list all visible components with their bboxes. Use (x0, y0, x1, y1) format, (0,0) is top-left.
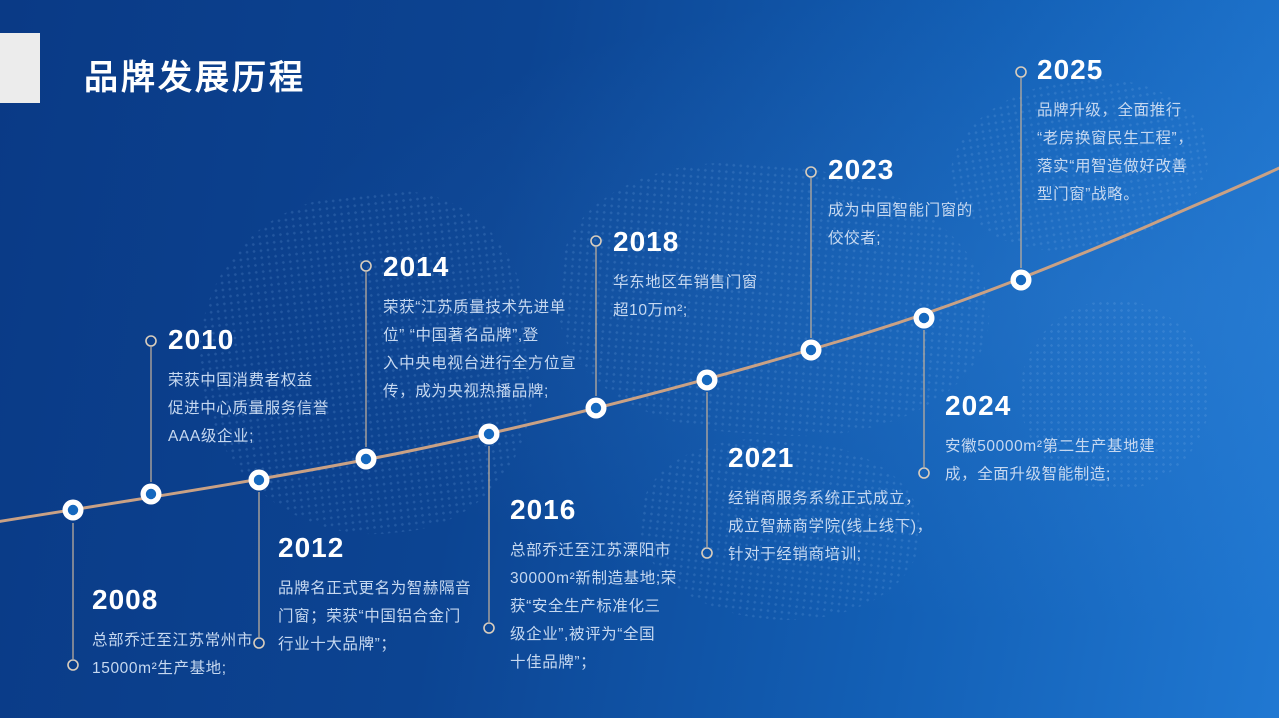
timeline-year: 2010 (168, 324, 235, 355)
world-map-dots (1020, 300, 1210, 490)
leader-2008 (67, 523, 79, 671)
marker-2010 (140, 483, 162, 505)
marker-2021 (696, 369, 718, 391)
timeline-description: 经销商服务系统正式成立， 成立智赫商学院(线上线下)， 针对于经销商培训; (728, 490, 933, 563)
corner-accent-bar (0, 33, 40, 103)
timeline-year: 2016 (510, 494, 577, 525)
timeline-year: 2012 (278, 532, 345, 563)
timeline-year: 2025 (1037, 54, 1104, 85)
timeline-description: 华东地区年销售门窗 超10万m²; (613, 274, 758, 319)
marker-2012 (248, 469, 270, 491)
timeline-year: 2018 (613, 226, 680, 257)
page-title: 品牌发展历程 (84, 59, 306, 97)
leader-2021 (701, 392, 713, 559)
marker-2008 (62, 499, 84, 521)
marker-2016 (478, 423, 500, 445)
timeline-year: 2008 (92, 584, 159, 615)
marker-2018 (585, 397, 607, 419)
marker-2023 (800, 339, 822, 361)
marker-2014 (355, 448, 377, 470)
timeline-item-2021: 2021 经销商服务系统正式成立， 成立智赫商学院(线上线下)， 针对于经销商培… (728, 443, 933, 569)
timeline-description: 品牌名正式更名为智赫隔音 门窗；荣获“中国铝合金门 行业十大品牌”； (278, 580, 472, 653)
timeline-item-2016: 2016 总部乔迁至江苏溧阳市 30000m²新制造基地;荣 获“安全生产标准化… (510, 495, 677, 677)
timeline-year: 2023 (828, 154, 895, 185)
timeline-item-2018: 2018 华东地区年销售门窗 超10万m²; (613, 227, 758, 325)
timeline-item-2010: 2010 荣获中国消费者权益 促进中心质量服务信誉 AAA级企业; (168, 325, 329, 451)
timeline-item-2008: 2008 总部乔迁至江苏常州市 15000m²生产基地; (92, 585, 253, 683)
timeline-item-2012: 2012 品牌名正式更名为智赫隔音 门窗；荣获“中国铝合金门 行业十大品牌”； (278, 533, 471, 659)
timeline-description: 安徽50000m²第二生产基地建 成，全面升级智能制造; (945, 438, 1156, 483)
timeline-description: 荣获中国消费者权益 促进中心质量服务信誉 AAA级企业; (168, 372, 330, 445)
leader-2012 (253, 492, 265, 649)
timeline-curve (0, 166, 1279, 523)
leader-2014 (360, 260, 372, 447)
timeline-item-2024: 2024 安徽50000m²第二生产基地建 成，全面升级智能制造; (945, 391, 1155, 489)
leader-2023 (805, 166, 817, 338)
timeline-description: 荣获“江苏质量技术先进单 位” “中国著名品牌”,登 入中央电视台进行全方位宣 … (383, 299, 577, 400)
leader-2025 (1015, 66, 1027, 268)
timeline-description: 总部乔迁至江苏常州市 15000m²生产基地; (92, 632, 254, 677)
marker-2024 (913, 307, 935, 329)
timeline-item-2025: 2025 品牌升级，全面推行 “老房换窗民生工程”， 落实“用智造做好改善 型门… (1037, 55, 1193, 209)
leader-2016 (483, 446, 495, 634)
timeline-description: 品牌升级，全面推行 “老房换窗民生工程”， 落实“用智造做好改善 型门窗”战略。 (1037, 102, 1194, 203)
timeline-item-2023: 2023 成为中国智能门窗的 佼佼者; (828, 155, 973, 253)
timeline-description: 总部乔迁至江苏溧阳市 30000m²新制造基地;荣 获“安全生产标准化三 级企业… (510, 542, 677, 671)
marker-2025 (1010, 269, 1032, 291)
leader-2018 (590, 235, 602, 396)
timeline-year: 2021 (728, 442, 795, 473)
leader-2010 (145, 335, 157, 482)
timeline-year: 2014 (383, 251, 450, 282)
timeline-year: 2024 (945, 390, 1012, 421)
timeline-description: 成为中国智能门窗的 佼佼者; (828, 202, 973, 247)
timeline-item-2014: 2014 荣获“江苏质量技术先进单 位” “中国著名品牌”,登 入中央电视台进行… (383, 252, 576, 406)
leader-2024 (918, 330, 930, 479)
